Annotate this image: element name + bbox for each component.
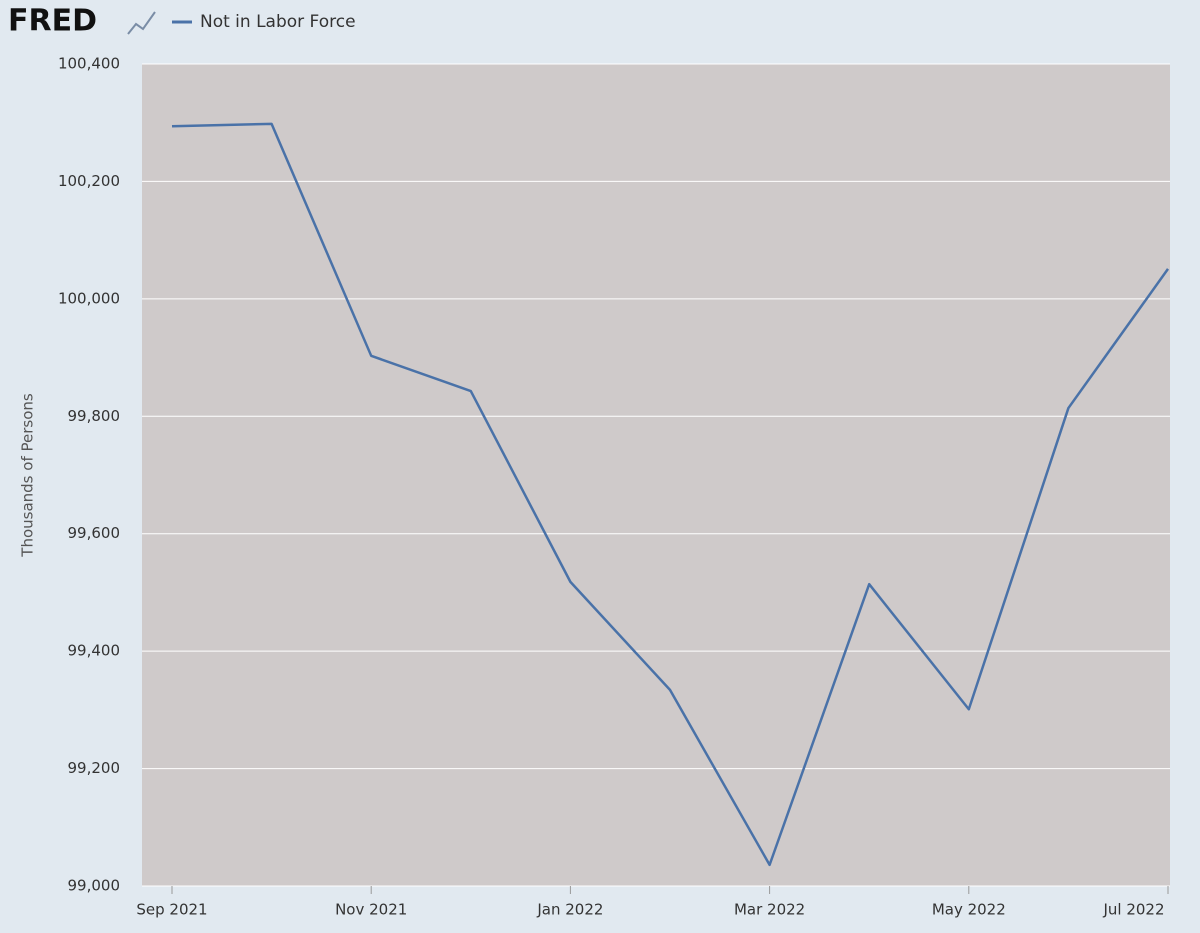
y-tick-label: 99,000 — [68, 877, 121, 895]
y-tick-label: 99,600 — [68, 524, 121, 542]
x-tick-label: Jan 2022 — [536, 901, 603, 919]
x-tick-label: Mar 2022 — [734, 901, 805, 919]
x-tick-label: Sep 2021 — [136, 901, 207, 919]
y-tick-label: 100,000 — [58, 289, 120, 307]
y-tick-label: 99,400 — [68, 642, 121, 660]
x-tick-label: Jul 2022 — [1102, 901, 1164, 919]
x-tick-label: Nov 2021 — [335, 901, 407, 919]
y-tick-label: 100,200 — [58, 172, 120, 190]
logo: FRED — [8, 4, 97, 39]
x-tick-label: May 2022 — [932, 901, 1006, 919]
y-tick-label: 100,400 — [58, 55, 120, 73]
plot-area — [142, 64, 1170, 886]
y-axis-label: Thousands of Persons — [19, 393, 37, 558]
y-tick-label: 99,800 — [68, 407, 121, 425]
line-series — [171, 122, 1170, 867]
y-tick-label: 99,200 — [68, 759, 121, 777]
legend-label: Not in Labor Force — [200, 12, 356, 32]
logo-icon — [127, 11, 156, 35]
